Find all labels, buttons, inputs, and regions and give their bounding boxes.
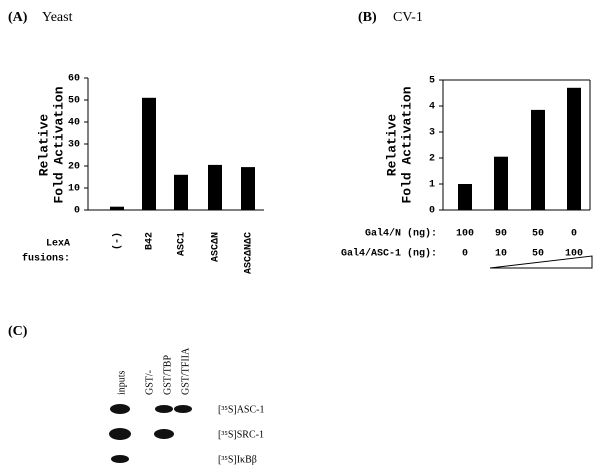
y-tick-label: 10 [68, 184, 80, 195]
bar [241, 167, 255, 210]
panel-label: (B) [358, 10, 377, 25]
x-tick-label: B42 [145, 232, 156, 250]
row-value: 100 [456, 229, 474, 240]
bar [494, 156, 508, 210]
row-value: 100 [565, 249, 583, 260]
y-tick-label: 0 [74, 206, 80, 217]
y-tick-label: 0 [429, 206, 435, 217]
bar [567, 87, 581, 210]
row-value: 50 [532, 249, 544, 260]
y-axis-label: Fold Activation [399, 86, 414, 203]
band [154, 429, 174, 439]
chart-title: CV-1 [393, 10, 423, 25]
y-tick-label: 40 [68, 118, 80, 129]
lane-label: inputs [116, 370, 127, 395]
y-tick-label: 2 [429, 154, 435, 165]
lane-label: GST/TBP [162, 355, 173, 395]
x-tick-label: (-) [112, 232, 124, 250]
row-label: [³⁵S]ASC-1 [218, 404, 265, 415]
y-tick-label: 5 [429, 76, 435, 87]
row-value: 0 [462, 249, 468, 260]
gel-bands [109, 404, 192, 463]
row-value: 0 [571, 229, 577, 240]
band [110, 404, 130, 414]
chart-title: Yeast [42, 10, 73, 25]
row-value: 90 [495, 229, 507, 240]
bar [142, 97, 156, 210]
y-axis-label: Relative [36, 114, 51, 177]
band [109, 428, 131, 440]
lane-label: GST/- [144, 370, 155, 395]
panel-label: (A) [8, 10, 28, 25]
row-label: Gal4/ASC-1 (ng): [341, 248, 437, 260]
x-tick-label: ASC1 [177, 232, 188, 256]
wedge [489, 255, 593, 269]
y-tick-label: 60 [68, 74, 80, 85]
x-axis-label: fusions: [22, 253, 70, 265]
y-tick-label: 1 [429, 180, 435, 191]
bar [458, 184, 472, 210]
y-tick-label: 4 [429, 102, 435, 113]
bar [208, 164, 222, 210]
row-label: [³⁵S]IκBβ [218, 454, 257, 465]
y-axis-label: Relative [384, 114, 399, 177]
bar [174, 174, 188, 210]
panel-label: (C) [8, 324, 28, 339]
row-label: Gal4/N (ng): [365, 228, 437, 240]
lane-label: GST/TFIIA [180, 347, 191, 395]
band [111, 455, 129, 463]
y-tick-label: 30 [68, 140, 80, 151]
band [155, 405, 173, 413]
row-value: 10 [495, 249, 507, 260]
x-axis-label: LexA [46, 239, 70, 250]
row-label: [³⁵S]SRC-1 [218, 429, 264, 440]
y-tick-label: 20 [68, 162, 80, 173]
band [174, 405, 192, 413]
bar [531, 109, 545, 210]
y-tick-label: 3 [429, 128, 435, 139]
bar [110, 206, 124, 210]
row-value: 50 [532, 229, 544, 240]
x-tick-label: ASCΔNΔC [244, 232, 255, 274]
y-axis-label: Fold Activation [51, 86, 66, 203]
x-tick-label: ASCΔN [211, 232, 222, 262]
y-tick-label: 50 [68, 96, 80, 107]
